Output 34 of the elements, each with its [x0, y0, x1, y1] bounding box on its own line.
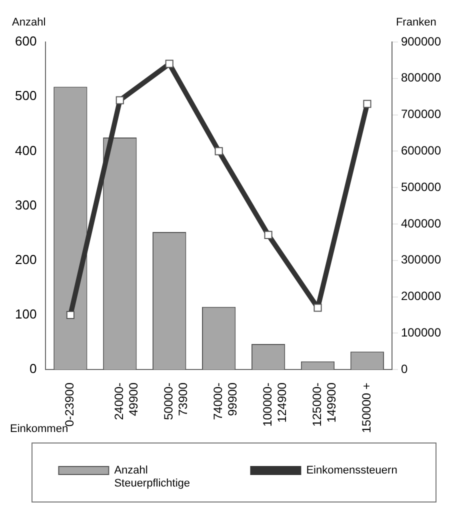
x-tick-label: 125000- 149900 — [310, 382, 338, 427]
y-tick-label: 500 — [14, 88, 37, 104]
y-tick-label: 200 — [14, 252, 37, 267]
y2-tick-label: 600000 — [400, 144, 442, 158]
y2-tick-label: 700000 — [400, 107, 442, 122]
y-tick-label: 300 — [14, 197, 37, 212]
point — [314, 304, 322, 312]
y-tick-label: 0 — [29, 361, 37, 376]
y2-tick-label: 900000 — [400, 34, 442, 48]
y2-tick-label: 500000 — [400, 180, 442, 194]
legend-label: Einkomenssteuern — [306, 464, 398, 477]
x-tick-label: 100000- 124900 — [260, 382, 290, 427]
y2-axis-title: Franken — [396, 16, 436, 29]
y-axis-title: Anzahl — [12, 16, 46, 29]
x-tick-label: 74000- 99900 — [211, 382, 240, 420]
legend-label: Anzahl Steuerpflichtige — [114, 464, 190, 490]
y2-tick-label: 200000 — [400, 289, 442, 304]
point — [363, 100, 372, 108]
y2-tick-label: 400000 — [400, 216, 442, 230]
y2-tick-label: 300000 — [400, 252, 442, 267]
y2-tick-label: 100000 — [400, 326, 442, 340]
y-tick-label: 600 — [14, 34, 37, 49]
y-tick-label: 100 — [14, 306, 37, 322]
point — [264, 230, 272, 239]
y-tick-label: 400 — [14, 142, 37, 158]
point — [214, 147, 223, 156]
x-tick-label: 50000- 73900 — [162, 382, 190, 420]
point — [165, 60, 174, 68]
x-tick-label: 150000 + — [360, 382, 374, 434]
y2-tick-label: 800000 — [400, 70, 442, 85]
y2-tick-label: 0 — [400, 362, 408, 376]
point — [116, 96, 124, 104]
point — [66, 310, 74, 320]
x-tick-label: 24000- 49900 — [112, 382, 141, 420]
